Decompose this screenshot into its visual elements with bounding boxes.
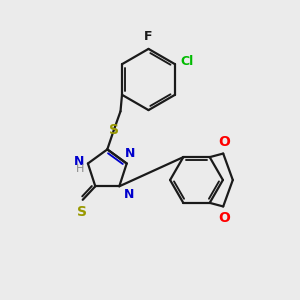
Text: N: N [124,188,134,201]
Text: O: O [218,135,230,149]
Text: S: S [109,123,118,137]
Text: F: F [144,30,153,43]
Text: N: N [125,147,136,160]
Text: Cl: Cl [180,55,194,68]
Text: S: S [77,205,87,219]
Text: H: H [76,164,84,174]
Text: O: O [218,211,230,225]
Text: N: N [74,155,84,169]
